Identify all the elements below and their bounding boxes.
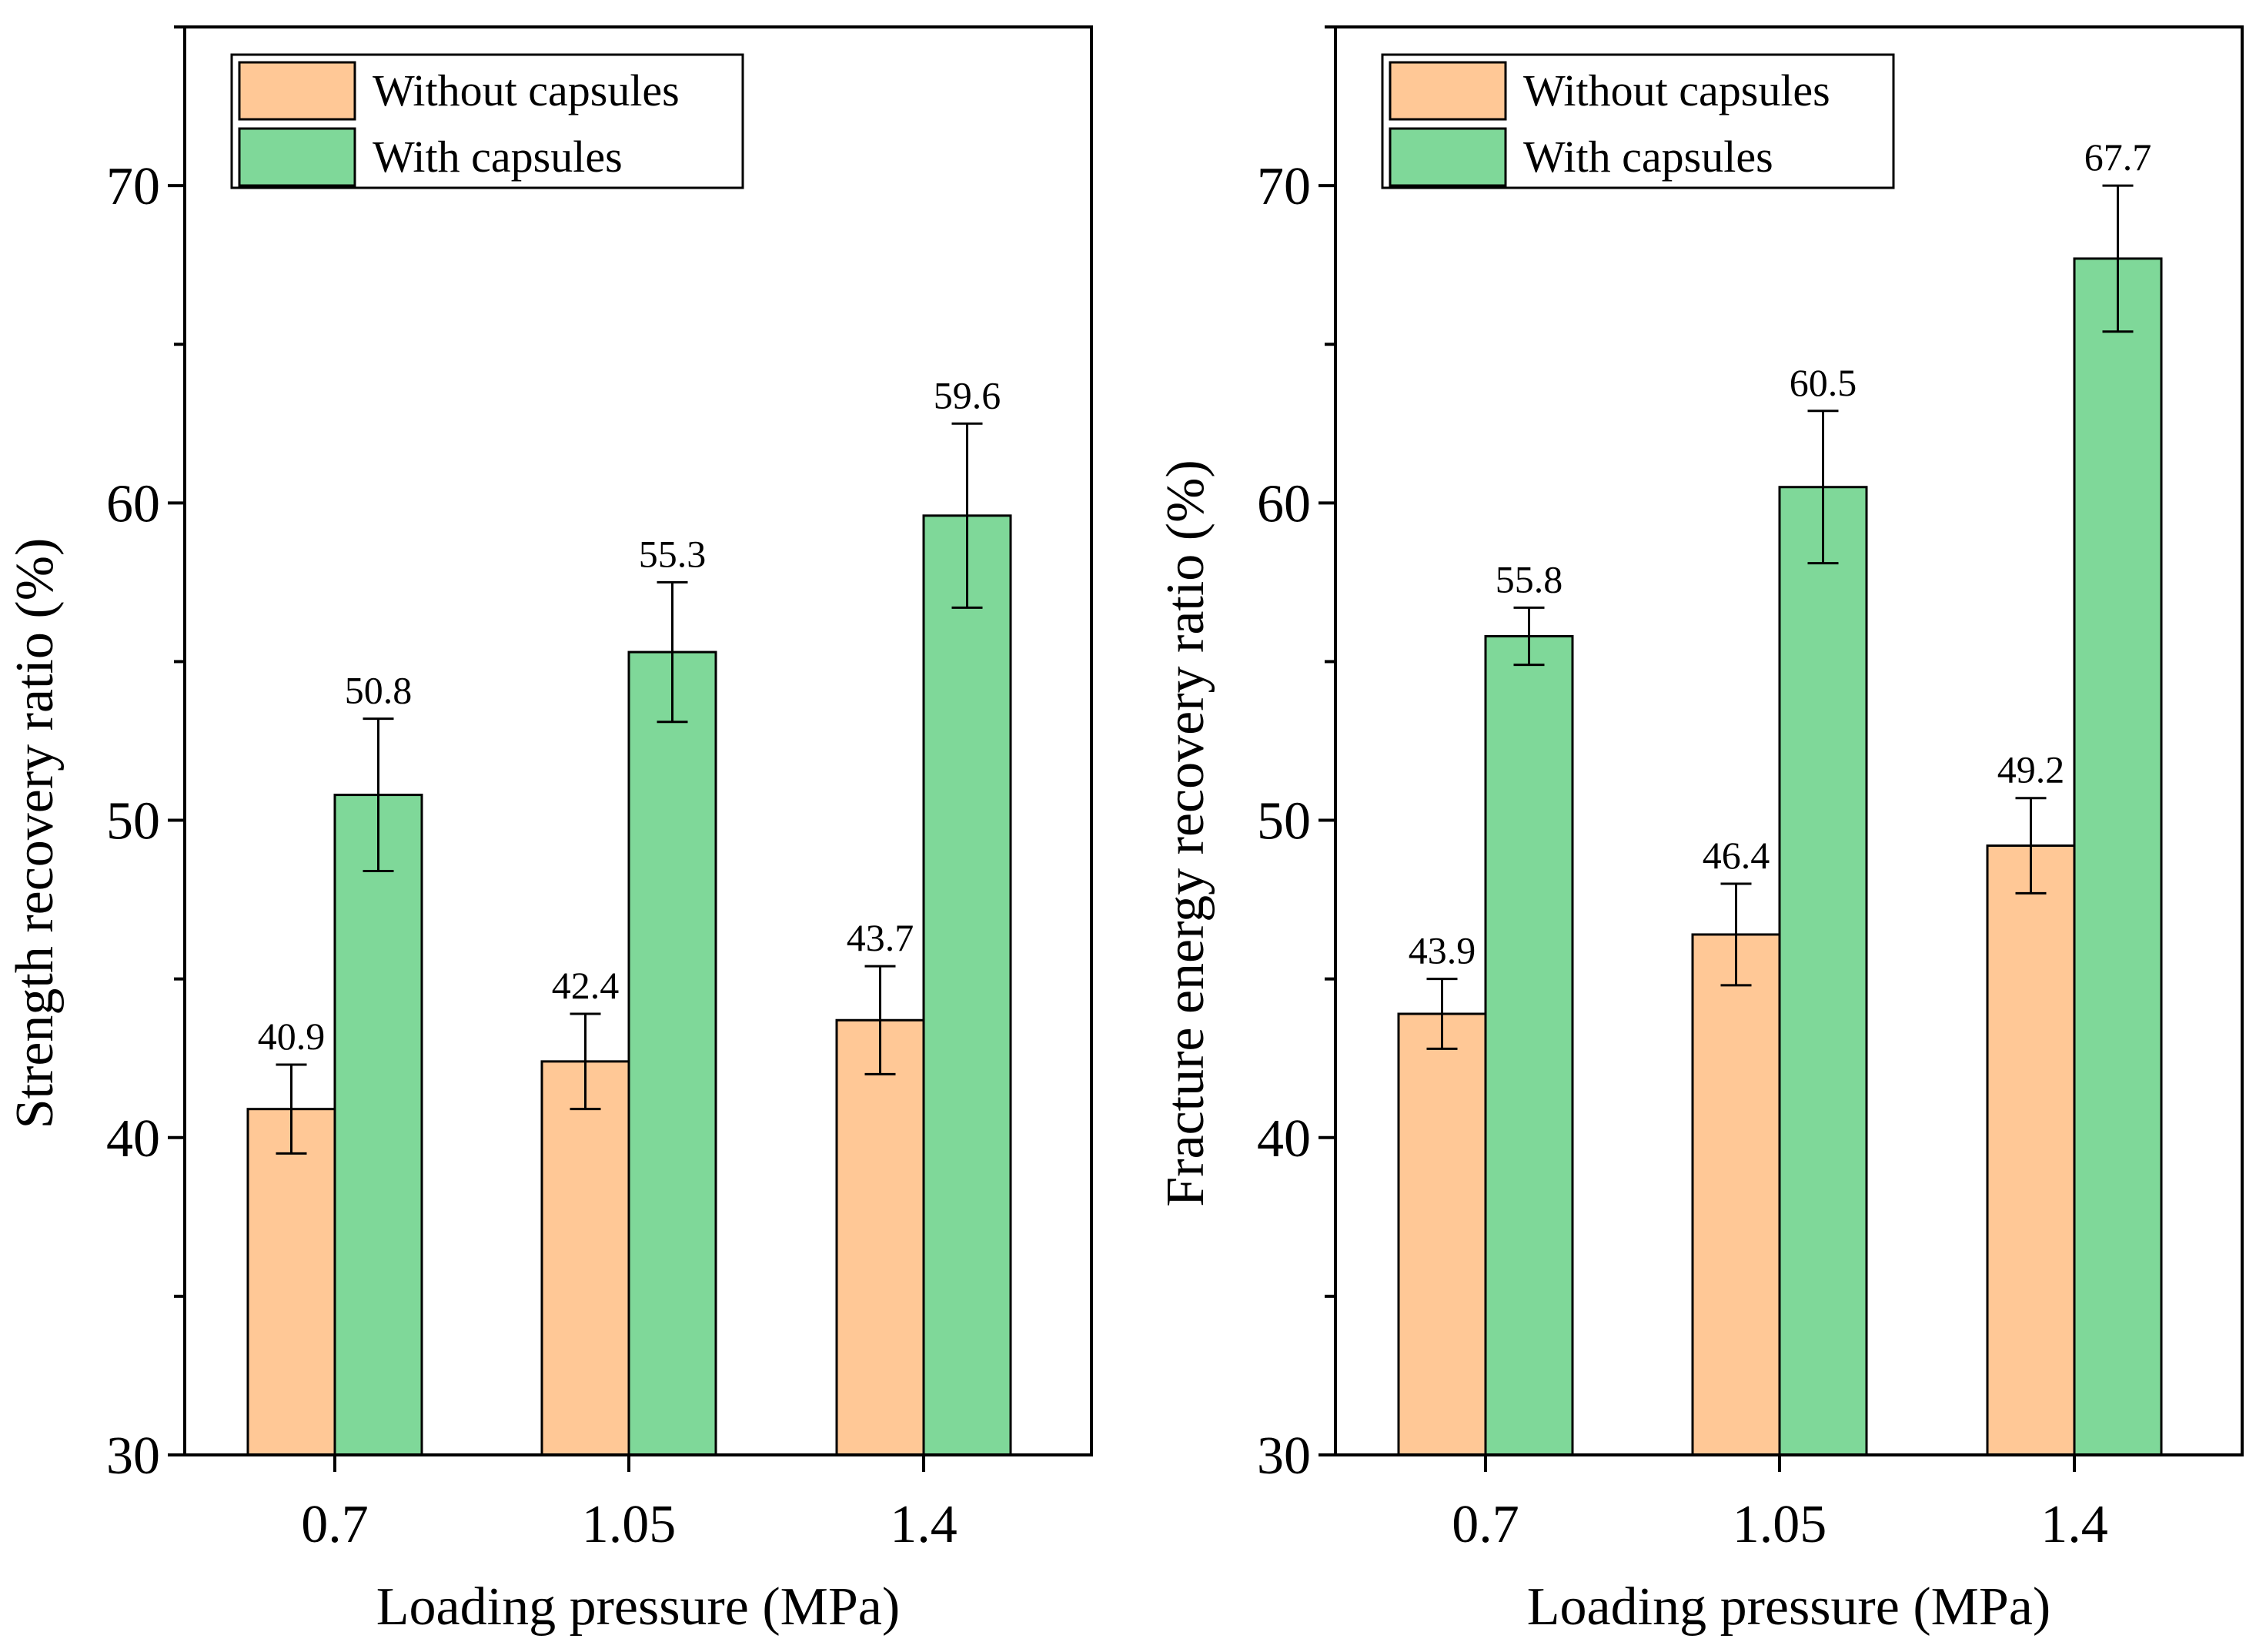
data-label: 50.8 (345, 669, 413, 712)
data-label: 42.4 (552, 964, 620, 1007)
bar (922, 514, 1012, 1456)
x-tick-label: 0.7 (1452, 1495, 1519, 1554)
legend-swatch (1389, 61, 1507, 121)
y-tick-label: 30 (106, 1426, 160, 1486)
data-label: 43.7 (847, 916, 914, 959)
legend-label: Without capsules (373, 65, 680, 115)
data-label: 55.8 (1496, 557, 1563, 600)
chart-panel-2: 43.9 46.4 49.2 55.8 60.5 67.7 30 40 50 60 70 0.7 1.0… (1156, 25, 2244, 1637)
x-tick-label: 1.4 (2040, 1495, 2108, 1554)
data-label: 55.3 (639, 532, 707, 575)
bar (627, 650, 717, 1456)
bar (1484, 634, 1574, 1456)
bar (540, 1060, 630, 1456)
y-tick-label: 40 (106, 1109, 160, 1169)
legend-swatch (1389, 127, 1507, 187)
x-tick-label: 1.05 (1733, 1495, 1827, 1554)
y-axis-title: Strength recovery ratio (%) (5, 538, 65, 1129)
x-tick-label: 1.4 (890, 1495, 958, 1554)
data-label: 46.4 (1703, 834, 1770, 877)
y-tick-label: 60 (1257, 474, 1311, 533)
y-tick-label: 50 (1257, 792, 1311, 851)
y-tick-label: 30 (1257, 1426, 1311, 1486)
y-tick-label: 50 (106, 792, 160, 851)
data-label: 43.9 (1409, 929, 1476, 972)
plot-frame (183, 25, 1093, 1456)
bar (333, 794, 423, 1456)
plot-frame (1334, 25, 2244, 1456)
bar (246, 1108, 336, 1456)
legend-label: With capsules (373, 132, 623, 182)
y-tick-label: 70 (1257, 157, 1311, 216)
legend-swatch (238, 61, 356, 121)
y-tick-label: 60 (106, 474, 160, 533)
bar (1778, 486, 1868, 1456)
legend-swatch (238, 127, 356, 187)
y-axis-title: Fracture energy recovery ratio (%) (1156, 460, 1215, 1206)
x-tick-label: 1.05 (582, 1495, 677, 1554)
bar (2073, 257, 2163, 1456)
data-label: 59.6 (934, 373, 1001, 416)
x-axis-title: Loading pressure (MPa) (1527, 1577, 2050, 1637)
bar (1986, 844, 2076, 1456)
data-label: 40.9 (258, 1015, 326, 1058)
chart-panels: 40.9 42.4 43.7 50.8 55.3 59.6 30 40 50 60 70 0.7 1.0… (5, 25, 2244, 1637)
y-tick-label: 40 (1257, 1109, 1311, 1169)
data-label: 67.7 (2084, 135, 2152, 179)
legend-label: With capsules (1523, 132, 1773, 182)
data-label: 60.5 (1790, 361, 1857, 404)
bar (1691, 933, 1781, 1456)
bar (835, 1018, 925, 1456)
bar (1397, 1012, 1487, 1456)
legend-label: Without capsules (1523, 65, 1830, 115)
x-tick-label: 0.7 (301, 1495, 369, 1554)
y-tick-label: 70 (106, 157, 160, 216)
data-label: 49.2 (1997, 748, 2065, 791)
x-axis-title: Loading pressure (MPa) (376, 1577, 900, 1637)
chart-panel-1: 40.9 42.4 43.7 50.8 55.3 59.6 30 40 50 60 70 0.7 1.0… (5, 25, 1093, 1637)
